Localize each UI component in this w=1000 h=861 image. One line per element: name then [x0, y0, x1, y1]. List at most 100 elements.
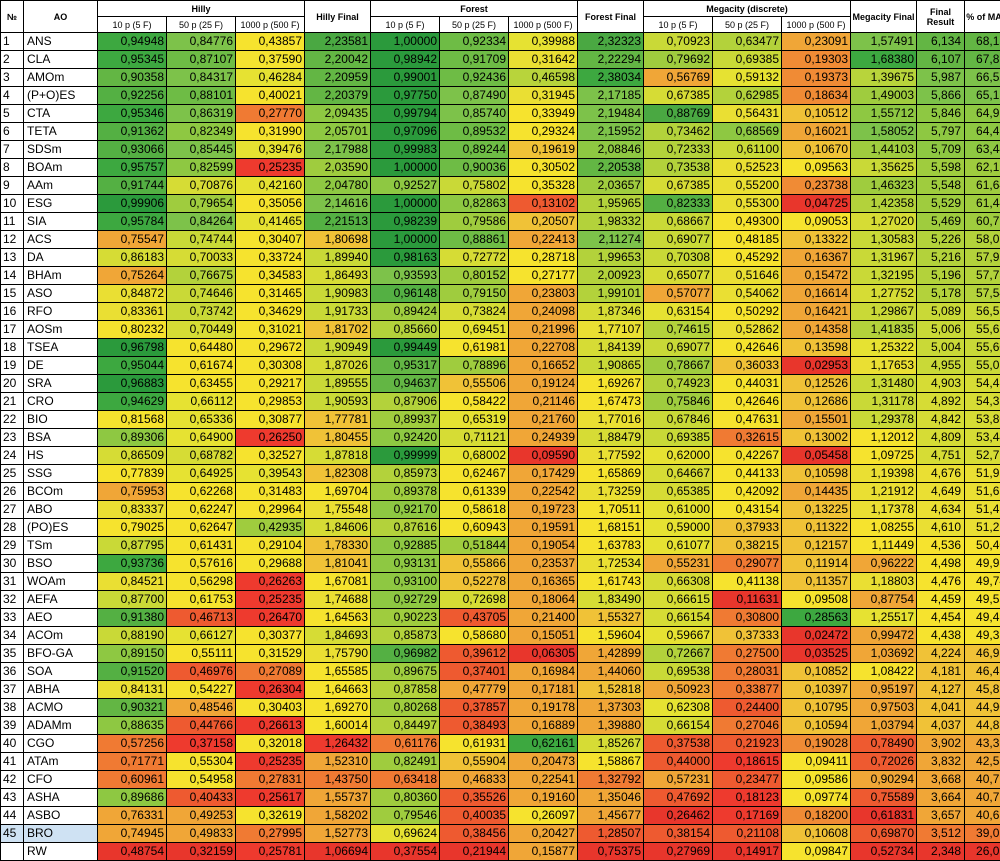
score-cell: 2,20379	[305, 87, 371, 105]
score-cell: 0,62161	[509, 735, 578, 753]
score-cell: 0,89532	[440, 123, 509, 141]
score-cell: 0,47779	[440, 681, 509, 699]
score-cell: 0,61981	[440, 339, 509, 357]
score-cell: 0,31465	[236, 285, 305, 303]
algorithm-name: AEFA	[24, 591, 98, 609]
pct-max-cell: 61,64	[965, 177, 1000, 195]
score-cell: 0,09586	[782, 771, 851, 789]
score-cell: 0,75953	[98, 483, 167, 501]
score-cell: 0,55231	[644, 555, 713, 573]
algorithm-name: ABO	[24, 501, 98, 519]
row-number: 10	[1, 195, 24, 213]
col-header-hilly-50p: 50 p (25 F)	[167, 17, 236, 33]
score-cell: 1,87026	[305, 357, 371, 375]
score-cell: 0,50923	[644, 681, 713, 699]
score-cell: 0,65385	[644, 483, 713, 501]
score-cell: 0,92420	[371, 429, 440, 447]
score-cell: 0,21108	[713, 825, 782, 843]
score-cell: 0,99983	[371, 141, 440, 159]
score-cell: 0,42160	[236, 177, 305, 195]
score-cell: 2,19484	[578, 105, 644, 123]
score-cell: 0,10397	[782, 681, 851, 699]
final-result-cell: 4,809	[917, 429, 965, 447]
score-cell: 0,96222	[851, 555, 917, 573]
score-cell: 0,39476	[236, 141, 305, 159]
pct-max-cell: 62,19	[965, 159, 1000, 177]
score-cell: 0,18123	[713, 789, 782, 807]
score-cell: 0,27831	[236, 771, 305, 789]
row-number	[1, 843, 24, 861]
pct-max-cell: 66,52	[965, 69, 1000, 87]
score-cell: 0,19723	[509, 501, 578, 519]
algorithm-name: (PO)ES	[24, 519, 98, 537]
final-result-cell: 4,649	[917, 483, 965, 501]
score-cell: 0,61431	[167, 537, 236, 555]
score-cell: 0,60961	[98, 771, 167, 789]
score-cell: 0,31990	[236, 123, 305, 141]
score-cell: 0,52278	[440, 573, 509, 591]
score-cell: 0,16984	[509, 663, 578, 681]
score-cell: 1,75548	[305, 501, 371, 519]
col-header-hilly-1000p: 1000 p (500 F)	[236, 17, 305, 33]
score-cell: 1,58202	[305, 807, 371, 825]
score-cell: 0,91362	[98, 123, 167, 141]
score-cell: 0,76331	[98, 807, 167, 825]
score-cell: 0,95044	[98, 357, 167, 375]
score-cell: 0,89424	[371, 303, 440, 321]
score-cell: 0,11322	[782, 519, 851, 537]
pct-max-cell: 57,95	[965, 249, 1000, 267]
score-cell: 0,35056	[236, 195, 305, 213]
score-cell: 0,26470	[236, 609, 305, 627]
score-cell: 0,62647	[167, 519, 236, 537]
score-cell: 0,92527	[371, 177, 440, 195]
score-cell: 0,27046	[713, 717, 782, 735]
